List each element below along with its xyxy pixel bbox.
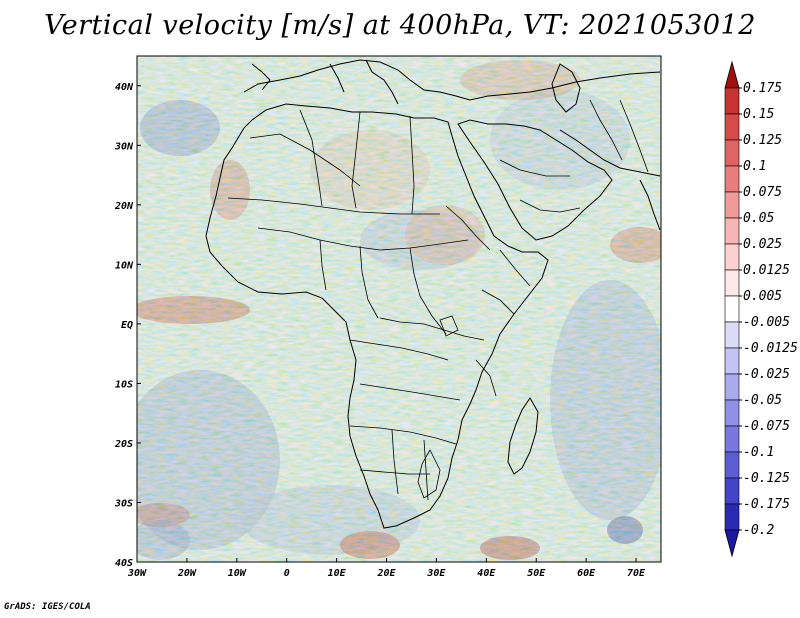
lon-tick-label: 30E: [426, 568, 446, 579]
lon-tick-label: 30W: [127, 568, 147, 579]
colorbar-label: 0.125: [743, 133, 782, 148]
colorbar-swatch: [724, 373, 740, 401]
colorbar-label: 0.025: [743, 237, 782, 252]
colorbar-swatch: [724, 243, 740, 271]
lon-tick-label: 20W: [177, 568, 197, 579]
lon-tick-label: 20E: [376, 568, 396, 579]
colorbar-label: -0.005: [743, 315, 790, 330]
plot-frame: [136, 55, 662, 563]
lat-tick-label: 20S: [114, 439, 133, 450]
colorbar-swatch: [724, 269, 740, 297]
chart-title: Vertical velocity [m/s] at 400hPa, VT: 2…: [44, 10, 756, 41]
colorbar-label: -0.1: [743, 445, 774, 460]
lon-tick-label: 70E: [627, 568, 646, 579]
colorbar-swatch: [724, 191, 740, 219]
lon-tick-label: 50E: [527, 568, 546, 579]
colorbar-swatch: [724, 451, 740, 479]
velocity-field: [137, 56, 661, 562]
colorbar-label: 0.15: [743, 107, 774, 122]
colorbar-label: 0.0125: [743, 263, 790, 278]
colorbar-swatch: [724, 477, 740, 505]
colorbar-swatch: [724, 165, 740, 193]
lon-tick-label: 40E: [477, 568, 496, 579]
colorbar-label: 0.175: [743, 81, 782, 96]
colorbar-swatch: [724, 503, 740, 531]
country-borders: [227, 99, 649, 501]
lon-tick-label: 10E: [328, 568, 347, 579]
colorbar-max-arrow: [724, 60, 740, 89]
colorbar-label: -0.0125: [743, 341, 798, 356]
lat-tick-label: 10S: [115, 379, 133, 390]
colorbar-label: -0.2: [743, 523, 774, 538]
lat-tick-label: 30S: [114, 498, 133, 509]
lon-tick-label: 0: [284, 568, 290, 579]
grads-credit: GrADS: IGES/COLA: [4, 602, 91, 612]
colorbar-swatch: [724, 295, 740, 323]
colorbar-label: 0.005: [743, 289, 782, 304]
lat-tick-label: 20N: [114, 201, 134, 212]
colorbar-swatch: [724, 139, 740, 167]
longitude-axis: 30W 20W 10W 0 10E 20E 30E 40E 50E 60E 70E: [127, 558, 646, 579]
colorbar-swatch: [724, 217, 740, 245]
colorbar: 0.175 0.15 0.125 0.1 0.075 0.05 0.025 0.0125 0.0…: [724, 60, 798, 558]
lat-tick-label: EQ: [121, 320, 133, 331]
colorbar-min-arrow: [724, 529, 740, 558]
colorbar-label: -0.125: [743, 471, 790, 486]
lon-tick-label: 10W: [228, 568, 247, 579]
colorbar-swatch: [724, 425, 740, 453]
lat-tick-label: 40S: [115, 558, 133, 569]
lat-tick-label: 10N: [115, 260, 134, 271]
lat-tick-label: 30N: [114, 141, 134, 152]
lat-tick-label: 40N: [115, 82, 134, 93]
colorbar-label: 0.1: [743, 159, 766, 174]
colorbar-swatch: [724, 399, 740, 427]
colorbar-label: -0.025: [743, 367, 790, 382]
colorbar-swatch: [724, 113, 740, 141]
colorbar-swatch: [724, 321, 740, 349]
latitude-axis: 40N 30N 20N 10N EQ 10S 20S 30S 40S: [114, 82, 141, 569]
colorbar-label: 0.075: [743, 185, 782, 200]
colorbar-label: -0.075: [743, 419, 790, 434]
colorbar-label: 0.05: [743, 211, 774, 226]
lon-tick-label: 60E: [577, 568, 596, 579]
colorbar-swatch: [724, 347, 740, 375]
colorbar-swatch: [724, 87, 740, 115]
coastlines: [205, 59, 661, 529]
colorbar-label: -0.175: [743, 497, 790, 512]
colorbar-label: -0.05: [743, 393, 782, 408]
